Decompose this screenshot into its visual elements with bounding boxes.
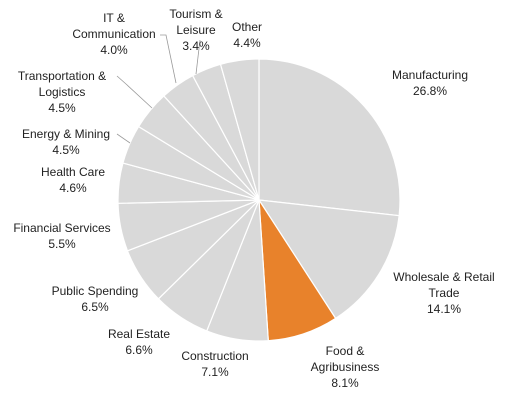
slice-name-label: Transportation & [18, 69, 106, 83]
slice-label: Energy & Mining 4.5% [22, 127, 110, 157]
slice-labels: Manufacturing 26.8% Wholesale & Retail Trad… [13, 7, 494, 390]
leader-line [116, 133, 131, 144]
slice-label: IT & Communication 4.0% [72, 11, 155, 57]
slice-name-label: Construction [181, 349, 248, 363]
pie-slice [219, 58, 260, 201]
pie-slices [117, 58, 401, 342]
leader-lines [116, 34, 201, 144]
slice-value-label: 4.5% [48, 101, 76, 115]
slice-value-label: 4.6% [59, 181, 87, 195]
slice-label: Other 4.4% [232, 20, 262, 50]
slice-name-label: Public Spending [52, 284, 139, 298]
slice-name-label: Manufacturing [392, 68, 468, 82]
slice-name-label: Trade [429, 286, 460, 300]
slice-name-label: Financial Services [13, 221, 110, 235]
slice-name-label: Tourism & [169, 7, 222, 21]
leader-line [160, 34, 177, 84]
slice-value-label: 4.4% [233, 36, 261, 50]
pie-slice [257, 199, 400, 320]
slice-label: Tourism & Leisure 3.4% [169, 7, 222, 53]
slice-name-label: Health Care [41, 165, 105, 179]
slice-label: Public Spending 6.5% [52, 284, 139, 314]
slice-value-label: 6.5% [81, 300, 109, 314]
slice-name-label: Energy & Mining [22, 127, 110, 141]
slice-label: Transportation & Logistics 4.5% [18, 69, 106, 115]
leader-line [195, 39, 201, 75]
slice-value-label: 4.0% [100, 43, 128, 57]
slice-name-label: Food & [326, 344, 365, 358]
pie-slice [258, 58, 401, 217]
slice-name-label: Agribusiness [311, 360, 380, 374]
slice-label: Health Care 4.6% [41, 165, 105, 195]
slice-value-label: 14.1% [427, 302, 461, 316]
slice-value-label: 5.5% [48, 237, 76, 251]
slice-name-label: Real Estate [108, 327, 170, 341]
slice-name-label: Logistics [39, 85, 86, 99]
slice-value-label: 4.5% [52, 143, 80, 157]
slice-value-label: 8.1% [331, 376, 359, 390]
slice-name-label: Wholesale & Retail [393, 270, 494, 284]
slice-label: Wholesale & Retail Trade 14.1% [393, 270, 494, 316]
slice-label: Construction 7.1% [181, 349, 248, 379]
leader-line [116, 75, 153, 109]
slice-value-label: 7.1% [201, 365, 229, 379]
slice-label: Manufacturing 26.8% [392, 68, 468, 98]
slice-label: Food & Agribusiness 8.1% [311, 344, 380, 390]
slice-name-label: IT & [103, 11, 125, 25]
slice-name-label: Communication [72, 27, 155, 41]
slice-name-label: Other [232, 20, 262, 34]
slice-name-label: Leisure [176, 23, 216, 37]
slice-label: Financial Services 5.5% [13, 221, 110, 251]
slice-label: Real Estate 6.6% [108, 327, 170, 357]
slice-value-label: 6.6% [125, 343, 153, 357]
slice-value-label: 3.4% [182, 39, 210, 53]
slice-value-label: 26.8% [413, 84, 447, 98]
